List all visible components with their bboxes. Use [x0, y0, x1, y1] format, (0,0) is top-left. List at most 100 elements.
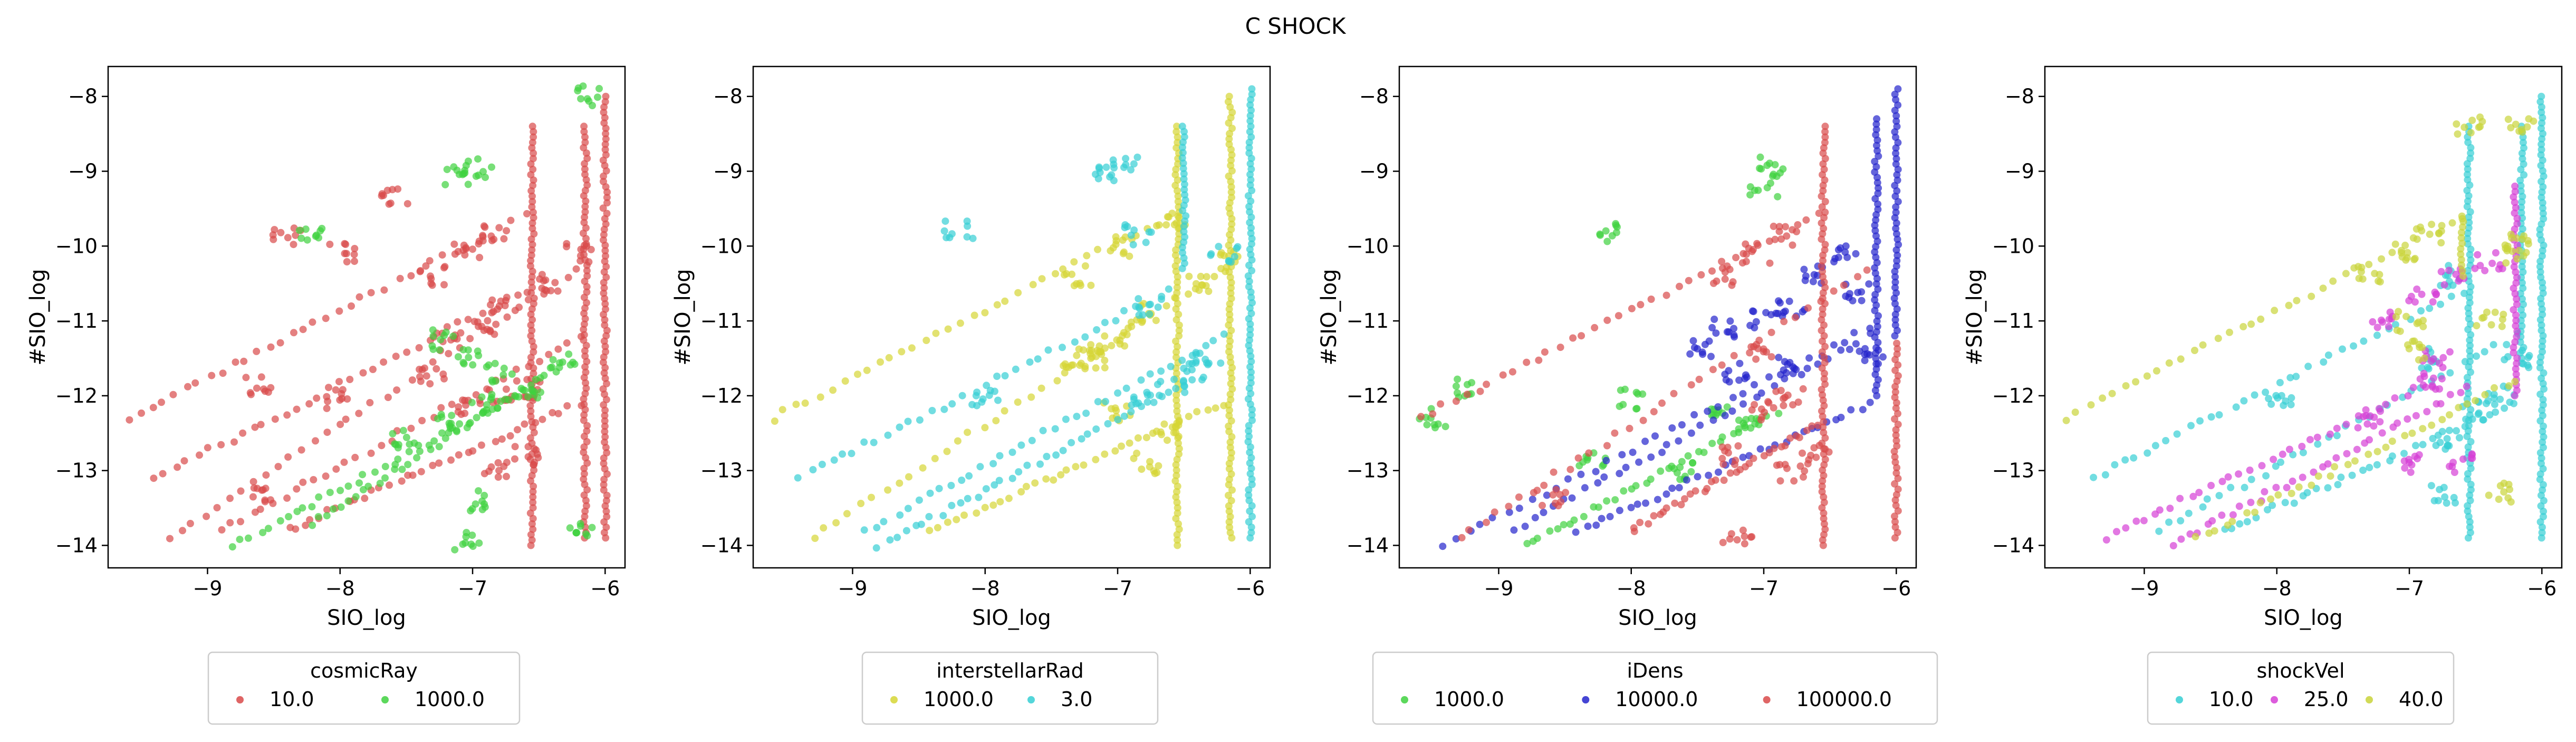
data-point	[2196, 417, 2204, 425]
data-point	[989, 460, 997, 468]
data-point	[2459, 455, 2467, 463]
data-point	[928, 407, 936, 414]
data-point	[1098, 350, 1106, 358]
data-point	[2099, 394, 2107, 402]
data-point	[993, 373, 1001, 380]
data-point	[2424, 364, 2431, 371]
data-point	[2520, 252, 2527, 260]
data-point	[1852, 340, 1860, 348]
data-point	[581, 138, 589, 146]
data-point	[2235, 470, 2243, 478]
data-point	[1220, 330, 1228, 338]
data-point	[528, 198, 536, 205]
data-point	[581, 170, 589, 178]
data-point	[302, 225, 310, 233]
data-point	[2496, 482, 2504, 490]
data-point	[1657, 467, 1665, 475]
data-point	[1729, 278, 1737, 286]
data-point	[1710, 279, 1717, 287]
data-point	[1225, 172, 1233, 180]
data-point	[1861, 357, 1869, 365]
data-point	[2280, 402, 2287, 410]
data-point	[1821, 139, 1829, 146]
data-point	[2508, 234, 2515, 242]
data-point	[1577, 470, 1585, 478]
data-point	[1893, 257, 1901, 264]
data-point	[257, 421, 265, 429]
data-point	[1508, 368, 1516, 376]
data-point	[1781, 375, 1789, 383]
legend-entry-label: 3.0	[1061, 688, 1092, 711]
data-point	[2272, 483, 2280, 491]
data-point	[563, 243, 571, 251]
data-point	[600, 284, 608, 292]
data-point	[1245, 432, 1253, 440]
data-point	[1225, 140, 1233, 148]
data-point	[1008, 474, 1016, 482]
data-point	[2215, 492, 2223, 500]
data-point	[1701, 340, 1709, 348]
data-point	[253, 347, 261, 355]
data-point	[1072, 463, 1080, 471]
data-point	[1821, 246, 1829, 254]
data-point	[526, 434, 534, 442]
data-point	[2446, 369, 2454, 377]
data-point	[467, 507, 475, 515]
data-point	[477, 441, 485, 449]
data-point	[1031, 479, 1039, 487]
data-point	[1185, 290, 1193, 298]
data-point	[1142, 239, 1150, 246]
data-point	[2537, 460, 2545, 468]
data-point	[873, 524, 881, 531]
data-point	[355, 410, 363, 417]
data-point	[1070, 258, 1078, 266]
data-point	[1736, 359, 1744, 367]
data-point	[2240, 397, 2248, 405]
data-point	[2537, 194, 2545, 202]
data-point	[1620, 487, 1628, 495]
data-point	[2350, 342, 2358, 350]
data-point	[576, 520, 584, 528]
data-point	[1739, 390, 1747, 398]
data-point	[488, 163, 495, 171]
data-point	[1725, 367, 1733, 375]
data-point	[1837, 346, 1845, 354]
y-tick-label: −14	[55, 534, 98, 557]
data-point	[2299, 473, 2306, 481]
data-point	[1871, 158, 1879, 165]
data-point	[276, 339, 284, 347]
data-point	[600, 178, 607, 185]
data-point	[1062, 270, 1070, 278]
data-point	[1802, 216, 1810, 224]
data-point	[2087, 401, 2095, 409]
data-point	[1754, 241, 1762, 249]
data-point	[2435, 229, 2443, 237]
data-point	[454, 353, 462, 361]
data-point	[1083, 430, 1091, 438]
data-point	[981, 309, 989, 317]
data-point	[1073, 413, 1081, 421]
data-point	[1585, 449, 1593, 457]
data-point	[310, 476, 318, 483]
data-point	[1741, 424, 1749, 432]
data-point	[2326, 430, 2334, 438]
data-point	[1891, 300, 1899, 308]
data-point	[1092, 364, 1100, 372]
data-point	[1015, 468, 1023, 476]
data-point	[2203, 495, 2211, 503]
data-point	[369, 366, 377, 373]
data-point	[1157, 377, 1165, 385]
data-point	[2464, 374, 2471, 382]
data-point	[1193, 408, 1201, 416]
data-point	[2536, 391, 2544, 398]
data-point	[1677, 501, 1685, 509]
data-point	[839, 450, 846, 458]
data-point	[1245, 149, 1253, 157]
data-point	[350, 251, 358, 259]
data-point	[2501, 356, 2508, 364]
data-point	[820, 524, 828, 532]
data-point	[554, 287, 562, 295]
data-point	[2426, 230, 2434, 238]
data-point	[1606, 512, 1614, 520]
data-point	[1872, 216, 1880, 224]
